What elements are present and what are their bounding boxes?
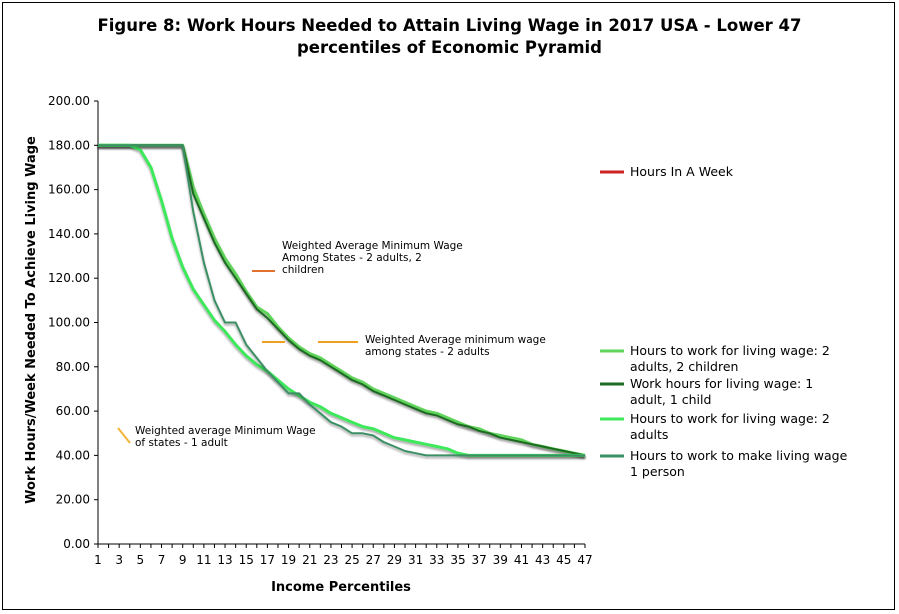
x-tick-label: 17 — [260, 553, 275, 567]
y-tick-label: 160.00 — [48, 183, 90, 197]
y-axis-title: Work Hours/Week Needed To Achieve Living… — [24, 136, 39, 504]
y-tick-label: 40.00 — [56, 448, 90, 462]
x-tick-label: 45 — [556, 553, 571, 567]
data-series — [98, 143, 586, 457]
legend-label: Hours In A Week — [630, 164, 734, 179]
x-tick-label: 43 — [535, 553, 550, 567]
annotation-leader — [117, 427, 131, 444]
y-tick-label: 100.00 — [48, 316, 90, 330]
annotation-label: among states - 2 adults — [365, 346, 490, 358]
series-line — [98, 143, 586, 457]
x-axis-title: Income Percentiles — [271, 580, 411, 595]
x-tick-label: 31 — [408, 553, 423, 567]
chart-title: Figure 8: Work Hours Needed to Attain Li… — [0, 15, 899, 59]
x-tick-label: 37 — [471, 553, 486, 567]
x-tick-label: 39 — [493, 553, 508, 567]
annotation-label: children — [282, 264, 324, 276]
legend-label: Hours to work for living wage: 2 — [630, 411, 830, 426]
x-tick-label: 29 — [387, 553, 402, 567]
legend-label: Hours to work for living wage: 2 — [630, 343, 830, 358]
x-tick-label: 15 — [239, 553, 254, 567]
annotation-label: Weighted Average minimum wage — [365, 334, 546, 346]
y-tick-label: 60.00 — [56, 404, 90, 418]
x-tick-label: 47 — [577, 553, 592, 567]
annotation-label: Weighted Average Minimum Wage — [282, 240, 463, 252]
y-tick-label: 140.00 — [48, 227, 90, 241]
reference-lines — [98, 170, 585, 422]
x-tick-label: 19 — [281, 553, 296, 567]
x-tick-label: 7 — [158, 553, 166, 567]
x-tick-label: 1 — [94, 553, 102, 567]
y-tick-label: 180.00 — [48, 138, 90, 152]
x-tick-label: 33 — [429, 553, 444, 567]
x-tick-label: 23 — [323, 553, 338, 567]
series-line — [98, 143, 585, 457]
x-tick-label: 35 — [450, 553, 465, 567]
x-tick-label: 9 — [179, 553, 187, 567]
legend: Hours In A Week Hours to work for living … — [600, 164, 848, 479]
y-tick-label: 80.00 — [56, 360, 90, 374]
legend-label: adults, 2 children — [630, 359, 738, 374]
series-line — [98, 144, 586, 457]
legend-label: adult, 1 child — [630, 392, 711, 407]
annotation-label: of states - 1 adult — [135, 437, 228, 449]
chart-title-line-2: percentiles of Economic Pyramid — [296, 38, 602, 57]
x-tick-label: 41 — [514, 553, 529, 567]
x-tick-label: 5 — [137, 553, 145, 567]
y-tick-label: 20.00 — [56, 493, 90, 507]
x-tick-label: 25 — [344, 553, 359, 567]
x-tick-label: 3 — [115, 553, 123, 567]
legend-label: adults — [630, 427, 668, 442]
axes: 0.00 20.00 40.00 60.00 80.00 100.00 120.00 140.… — [48, 94, 593, 567]
annotation-label: Weighted average Minimum Wage — [135, 425, 316, 437]
x-tick-label: 13 — [217, 553, 232, 567]
chart-title-line-1: Figure 8: Work Hours Needed to Attain Li… — [97, 16, 802, 35]
annotation-label: Among States - 2 adults, 2 — [282, 252, 422, 264]
legend-label: 1 person — [630, 464, 685, 479]
y-tick-label: 120.00 — [48, 271, 90, 285]
series-line — [98, 144, 585, 457]
y-tick-label: 200.00 — [48, 94, 90, 108]
legend-label: Hours to work to make living wage — [630, 448, 848, 463]
y-tick-label: 0.00 — [63, 537, 90, 551]
x-tick-label: 21 — [302, 553, 317, 567]
legend-label: Work hours for living wage: 1 — [630, 376, 813, 391]
x-tick-label: 11 — [196, 553, 211, 567]
x-tick-label: 27 — [366, 553, 381, 567]
